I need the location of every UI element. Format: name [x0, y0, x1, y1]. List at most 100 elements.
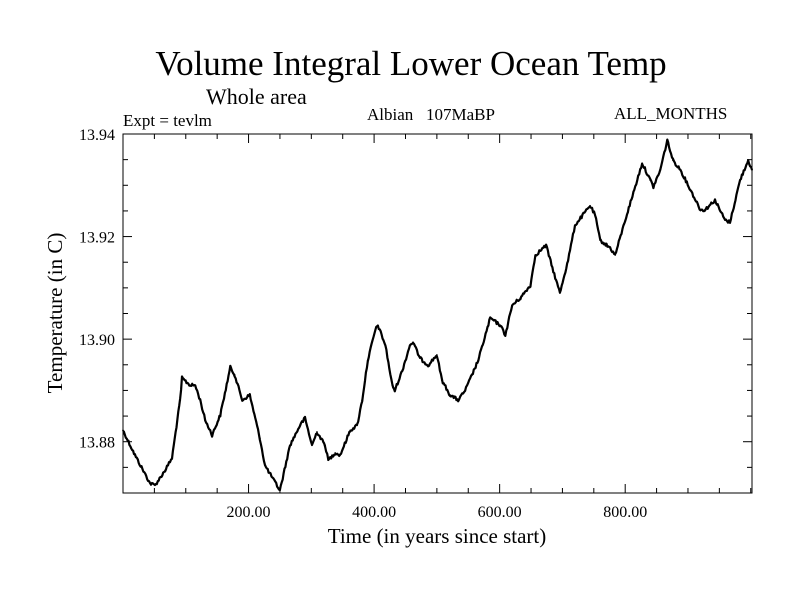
- data-point: [233, 374, 236, 376]
- data-point: [534, 254, 537, 256]
- data-point: [327, 459, 330, 462]
- data-point: [739, 179, 741, 182]
- data-point: [122, 429, 124, 432]
- data-point: [229, 366, 232, 369]
- data-point: [154, 484, 156, 487]
- data-point: [649, 179, 652, 182]
- data-point: [624, 219, 627, 222]
- data-point: [511, 304, 514, 307]
- y-tick-label: 13.88: [79, 435, 115, 452]
- y-axis-label: Temperature (in C): [43, 233, 67, 394]
- data-point: [574, 224, 576, 227]
- data-point: [609, 246, 612, 249]
- data-point: [747, 159, 750, 162]
- data-point: [689, 189, 692, 191]
- data-point: [384, 344, 387, 347]
- data-point: [724, 219, 726, 222]
- data-point: [559, 292, 561, 294]
- data-point: [349, 429, 352, 432]
- data-point: [194, 384, 197, 387]
- data-point: [412, 341, 414, 344]
- chart-title: Volume Integral Lower Ocean Temp: [155, 44, 667, 83]
- data-point: [189, 384, 192, 387]
- data-point: [672, 159, 674, 162]
- data-point: [751, 169, 753, 171]
- data-point: [464, 389, 467, 392]
- data-point: [652, 185, 655, 188]
- series-line-0: [122, 138, 754, 492]
- data-point: [219, 414, 222, 416]
- data-point: [499, 324, 502, 327]
- data-point: [339, 454, 342, 456]
- data-point: [408, 344, 411, 347]
- data-point: [149, 482, 151, 485]
- data-point: [356, 424, 359, 427]
- data-point: [391, 384, 394, 387]
- data-point: [258, 437, 261, 440]
- data-point: [545, 244, 547, 247]
- data-point: [589, 204, 591, 207]
- data-point: [204, 419, 207, 422]
- data-point: [279, 489, 281, 492]
- data-point: [551, 266, 554, 269]
- data-point: [594, 214, 596, 216]
- data-point: [171, 457, 173, 460]
- x-tick-label: 600.00: [478, 504, 522, 521]
- data-point: [704, 209, 706, 211]
- data-point: [241, 399, 244, 402]
- data-point: [567, 259, 569, 262]
- x-tick-label: 400.00: [352, 504, 396, 521]
- x-axis-label: Time (in years since start): [328, 524, 547, 548]
- data-point: [614, 254, 617, 256]
- data-point: [366, 359, 369, 362]
- data-point: [334, 452, 337, 454]
- data-point: [440, 379, 443, 382]
- data-point: [632, 192, 635, 194]
- x-tick-label: 200.00: [227, 504, 271, 521]
- plot-frame: [122, 133, 753, 494]
- data-point: [714, 199, 716, 202]
- data-point: [679, 169, 682, 171]
- data-point: [179, 399, 182, 402]
- data-point: [477, 359, 480, 362]
- data-point: [289, 444, 291, 447]
- data-point: [374, 329, 377, 331]
- experiment-label: Expt = tevlm: [123, 111, 212, 130]
- data-point: [449, 394, 451, 396]
- data-point: [529, 284, 532, 287]
- data-point: [199, 399, 202, 402]
- data-point: [263, 464, 266, 467]
- data-point: [471, 374, 473, 376]
- period-label: ALL_MONTHS: [614, 104, 728, 123]
- data-point: [181, 377, 183, 380]
- data-point: [641, 162, 644, 165]
- data-point: [419, 357, 421, 360]
- data-point: [134, 454, 136, 456]
- data-point: [699, 209, 702, 211]
- data-point: [299, 424, 301, 427]
- data-point: [435, 354, 438, 356]
- series-layer: [122, 138, 754, 492]
- data-point: [519, 297, 522, 300]
- y-tick-label: 13.90: [79, 332, 115, 349]
- data-point: [427, 364, 429, 367]
- data-point: [504, 334, 507, 336]
- data-point: [729, 221, 731, 224]
- data-point: [316, 431, 318, 433]
- axes: 200.00 400.00 600.00 800.00 13.88 13.90 13.92 1…: [79, 127, 753, 521]
- data-point: [164, 469, 166, 472]
- y-tick-label: 13.92: [79, 230, 115, 247]
- data-point: [361, 399, 364, 402]
- data-point: [457, 399, 460, 402]
- run-label: Albian 107MaBP: [367, 105, 495, 124]
- data-point: [311, 444, 313, 447]
- data-point: [401, 369, 404, 372]
- y-tick-label: 13.94: [79, 127, 115, 144]
- x-tick-label: 800.00: [603, 504, 647, 521]
- data-point: [248, 394, 251, 396]
- data-point: [666, 139, 669, 142]
- data-point: [393, 389, 396, 392]
- chart-subtitle: Whole area: [206, 84, 307, 109]
- data-point: [489, 317, 492, 320]
